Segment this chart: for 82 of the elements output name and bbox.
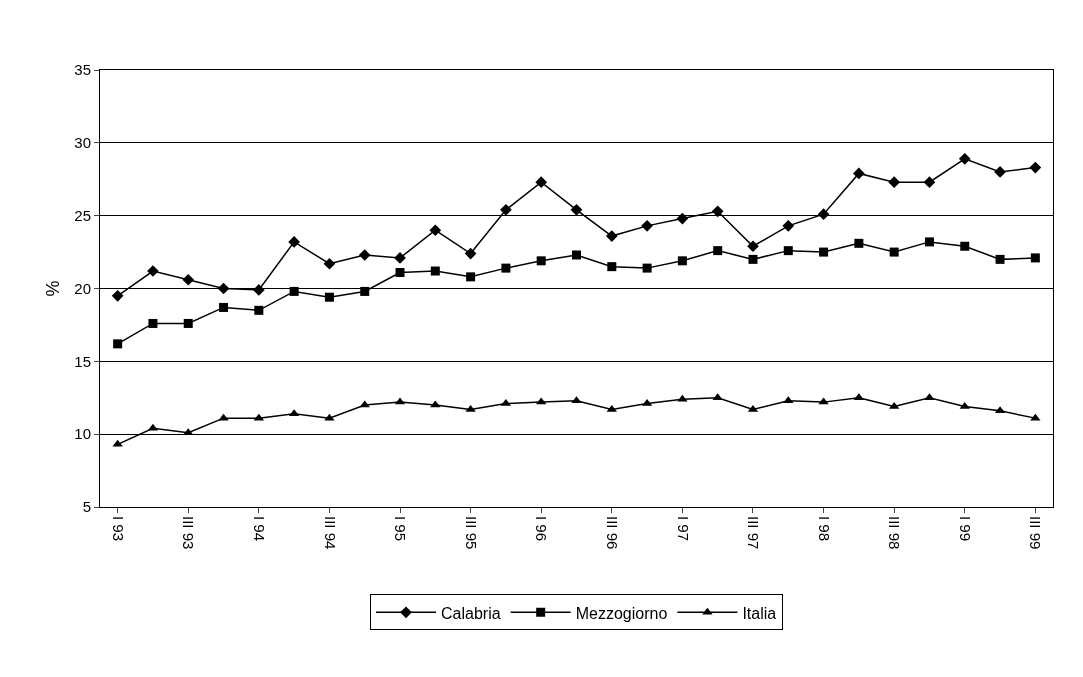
point bbox=[642, 263, 652, 273]
y-tick-label: 25 bbox=[74, 206, 91, 224]
point bbox=[430, 400, 441, 408]
point bbox=[464, 247, 477, 260]
point bbox=[607, 262, 617, 272]
y-tick-label: 35 bbox=[74, 61, 91, 79]
point bbox=[429, 224, 442, 237]
point bbox=[288, 236, 300, 248]
point bbox=[572, 250, 581, 260]
point bbox=[923, 176, 936, 189]
x-tick-label: I 97 bbox=[674, 516, 692, 542]
point bbox=[641, 220, 653, 232]
point bbox=[960, 241, 970, 251]
point bbox=[148, 318, 158, 328]
point bbox=[113, 339, 123, 349]
point bbox=[359, 400, 370, 408]
point bbox=[182, 273, 195, 286]
point bbox=[1030, 253, 1040, 263]
point bbox=[535, 176, 548, 189]
y-tick-label: 10 bbox=[74, 425, 91, 443]
point bbox=[924, 237, 934, 247]
point bbox=[958, 153, 971, 165]
point bbox=[395, 267, 405, 277]
point bbox=[466, 272, 476, 282]
legend-label: Italia bbox=[742, 604, 777, 622]
point bbox=[995, 254, 1005, 264]
point bbox=[677, 256, 687, 266]
point bbox=[112, 439, 123, 447]
point bbox=[183, 318, 193, 328]
x-tick-label: III 96 bbox=[603, 516, 621, 550]
y-tick-label: 5 bbox=[82, 498, 91, 516]
x-tick-label: I 93 bbox=[109, 516, 127, 542]
legend-label: Calabria bbox=[441, 604, 501, 622]
y-tick-label: 30 bbox=[74, 134, 91, 152]
point bbox=[570, 203, 583, 216]
x-tick-label: III 94 bbox=[321, 516, 339, 550]
point bbox=[219, 302, 229, 312]
point bbox=[111, 289, 124, 302]
point bbox=[323, 257, 336, 270]
x-tick-label: I 95 bbox=[392, 516, 410, 542]
x-tick-label: I 99 bbox=[956, 516, 974, 542]
point bbox=[748, 254, 758, 264]
y-tick-label: 15 bbox=[74, 352, 91, 370]
x-tick-label: III 93 bbox=[180, 516, 198, 550]
point bbox=[360, 286, 370, 296]
point bbox=[289, 286, 299, 296]
x-tick-label: I 94 bbox=[250, 516, 268, 542]
y-axis-title: % bbox=[42, 280, 63, 297]
point bbox=[854, 238, 864, 248]
point bbox=[713, 246, 723, 256]
x-tick-label: I 96 bbox=[533, 516, 551, 542]
point bbox=[500, 203, 512, 216]
x-tick-label: III 97 bbox=[745, 516, 763, 550]
point bbox=[217, 282, 230, 295]
legend-label: Mezzogiorno bbox=[575, 604, 668, 622]
point bbox=[676, 212, 689, 225]
point bbox=[1029, 161, 1042, 174]
point bbox=[430, 266, 440, 276]
x-tick-label: I 98 bbox=[815, 516, 833, 542]
point bbox=[254, 305, 264, 315]
point bbox=[817, 208, 830, 221]
x-tick-label: III 99 bbox=[1027, 516, 1045, 550]
point bbox=[536, 256, 546, 266]
point bbox=[783, 246, 793, 256]
x-tick-label: III 95 bbox=[462, 516, 480, 550]
point bbox=[889, 247, 899, 257]
point bbox=[782, 220, 795, 232]
y-tick-label: 20 bbox=[74, 279, 91, 297]
point bbox=[465, 404, 476, 412]
point bbox=[324, 292, 334, 302]
point bbox=[747, 240, 759, 253]
x-tick-label: III 98 bbox=[886, 516, 904, 550]
point bbox=[605, 230, 618, 242]
point bbox=[606, 404, 617, 412]
point bbox=[358, 249, 371, 261]
point bbox=[819, 247, 829, 257]
point bbox=[959, 401, 970, 409]
point bbox=[711, 205, 724, 218]
point bbox=[853, 167, 865, 180]
point bbox=[888, 176, 901, 189]
point bbox=[252, 284, 265, 296]
point bbox=[501, 263, 511, 273]
